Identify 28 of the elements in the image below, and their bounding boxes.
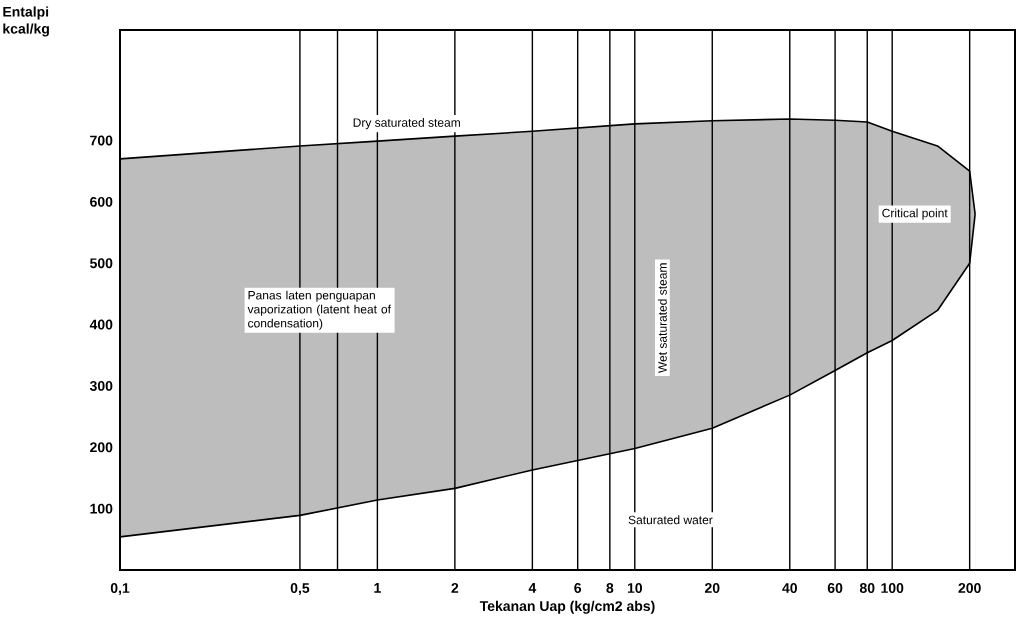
y-tick-label: 600 bbox=[90, 196, 113, 207]
y-tick-label: 100 bbox=[90, 503, 113, 514]
x-tick-label: 1 bbox=[374, 583, 381, 593]
x-tick-label: 80 bbox=[859, 583, 875, 593]
y-tick-label: 300 bbox=[89, 380, 113, 391]
y-tick-label: 500 bbox=[90, 258, 113, 269]
annotation: Wet saturated steam bbox=[657, 263, 667, 374]
x-tick-label: 60 bbox=[827, 583, 843, 593]
x-tick-label: 8 bbox=[606, 583, 614, 593]
x-axis-title: Tekanan Uap (kg/cm2 abs) bbox=[479, 600, 655, 614]
annotation: Saturated water bbox=[628, 515, 713, 525]
x-tick-label: 100 bbox=[881, 583, 904, 593]
annotation: Panas laten penguapan vaporization (latent heat of condensation) bbox=[247, 290, 391, 330]
annotation: Dry saturated steam bbox=[353, 118, 460, 130]
y-axis-title: Entalpi kcal/kg bbox=[3, 6, 49, 37]
x-tick-label: 0,1 bbox=[110, 583, 130, 595]
annotation: Critical point bbox=[882, 208, 948, 220]
y-tick-label: 400 bbox=[89, 319, 113, 330]
x-tick-label: 20 bbox=[704, 583, 720, 593]
x-tick-label: 4 bbox=[528, 583, 537, 593]
x-tick-label: 10 bbox=[627, 583, 643, 593]
x-tick-label: 200 bbox=[958, 583, 981, 593]
x-tick-label: 6 bbox=[574, 583, 582, 593]
x-tick-label: 40 bbox=[782, 583, 797, 593]
x-tick-label: 2 bbox=[451, 583, 459, 593]
x-tick-label: 0,5 bbox=[290, 583, 310, 595]
y-tick-label: 700 bbox=[90, 135, 113, 146]
y-tick-label: 200 bbox=[90, 442, 113, 453]
